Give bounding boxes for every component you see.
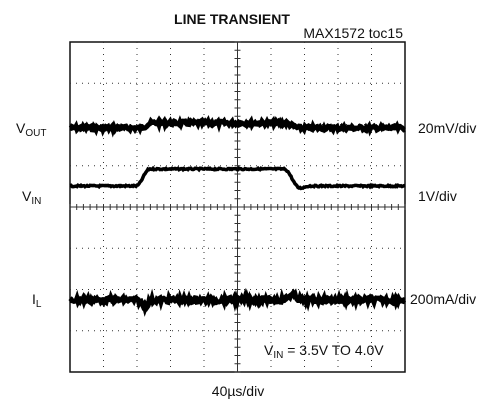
vin-label: VIN: [22, 188, 41, 207]
graticule: [69, 41, 406, 373]
vout-trace: [68, 114, 406, 138]
il-label: IL: [32, 291, 42, 310]
figure-id: MAX1572 toc15: [303, 25, 403, 41]
title: LINE TRANSIENT: [174, 11, 290, 27]
il-trace: [68, 287, 407, 317]
vout-scale: 20mV/div: [418, 120, 476, 136]
time-scale: 40µs/div: [212, 383, 264, 399]
il-scale: 200mA/div: [410, 291, 476, 307]
vin-scale: 1V/div: [418, 188, 457, 204]
annotation: VIN = 3.5V TO 4.0V: [264, 342, 384, 361]
vout-label: VOUT: [16, 120, 46, 139]
traces: [68, 114, 407, 317]
vin-trace: [69, 165, 406, 191]
